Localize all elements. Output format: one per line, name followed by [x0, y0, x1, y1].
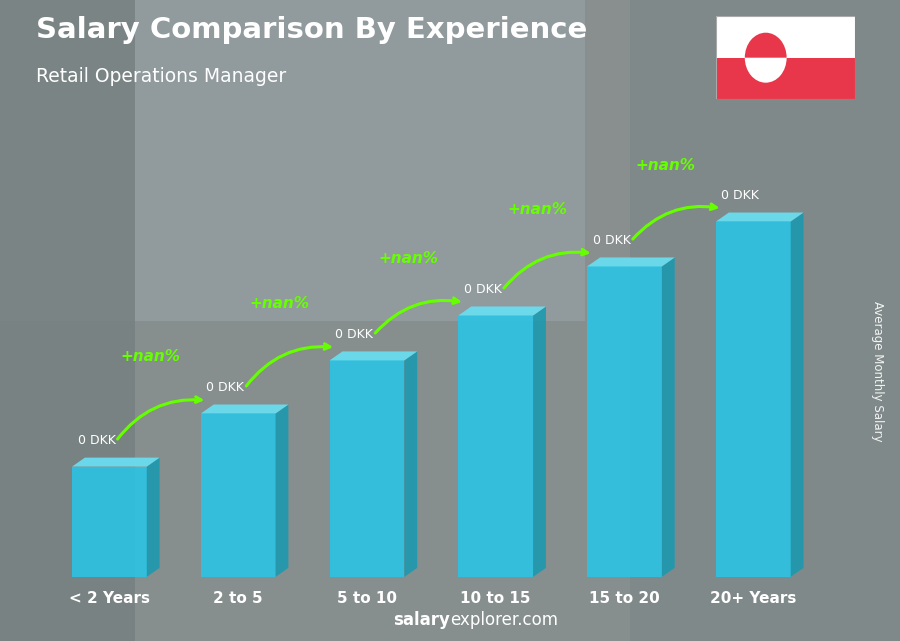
- Text: +nan%: +nan%: [378, 251, 438, 267]
- Text: 0 DKK: 0 DKK: [206, 381, 244, 394]
- Polygon shape: [72, 458, 159, 467]
- Polygon shape: [790, 213, 804, 577]
- Text: Average Monthly Salary: Average Monthly Salary: [871, 301, 884, 442]
- Text: +nan%: +nan%: [121, 349, 181, 365]
- Polygon shape: [458, 306, 546, 315]
- Bar: [0, 0, 135, 641]
- Polygon shape: [404, 351, 418, 577]
- Text: 0 DKK: 0 DKK: [335, 328, 373, 341]
- Text: +nan%: +nan%: [249, 296, 310, 312]
- Text: explorer.com: explorer.com: [450, 612, 558, 629]
- Text: +nan%: +nan%: [507, 203, 567, 217]
- Text: 0 DKK: 0 DKK: [464, 283, 502, 296]
- Wedge shape: [745, 33, 787, 58]
- Text: Retail Operations Manager: Retail Operations Manager: [36, 67, 286, 87]
- Polygon shape: [329, 351, 418, 360]
- Polygon shape: [275, 404, 288, 577]
- Text: salary: salary: [393, 612, 450, 629]
- Bar: [201, 413, 275, 577]
- Bar: [72, 467, 147, 577]
- Bar: [716, 222, 790, 577]
- Polygon shape: [147, 458, 159, 577]
- Bar: [587, 267, 662, 577]
- Bar: [716, 16, 855, 58]
- Polygon shape: [716, 213, 804, 222]
- Bar: [135, 320, 630, 641]
- Bar: [458, 315, 533, 577]
- Text: Salary Comparison By Experience: Salary Comparison By Experience: [36, 16, 587, 44]
- Text: 0 DKK: 0 DKK: [77, 435, 115, 447]
- Bar: [329, 360, 404, 577]
- Circle shape: [745, 33, 787, 83]
- Polygon shape: [587, 258, 675, 267]
- Polygon shape: [662, 258, 675, 577]
- Polygon shape: [533, 306, 546, 577]
- Text: 0 DKK: 0 DKK: [722, 189, 760, 203]
- Text: +nan%: +nan%: [635, 158, 696, 172]
- Bar: [630, 0, 900, 641]
- Bar: [0, 0, 585, 320]
- Polygon shape: [201, 404, 288, 413]
- Bar: [716, 58, 855, 99]
- Text: 0 DKK: 0 DKK: [593, 234, 631, 247]
